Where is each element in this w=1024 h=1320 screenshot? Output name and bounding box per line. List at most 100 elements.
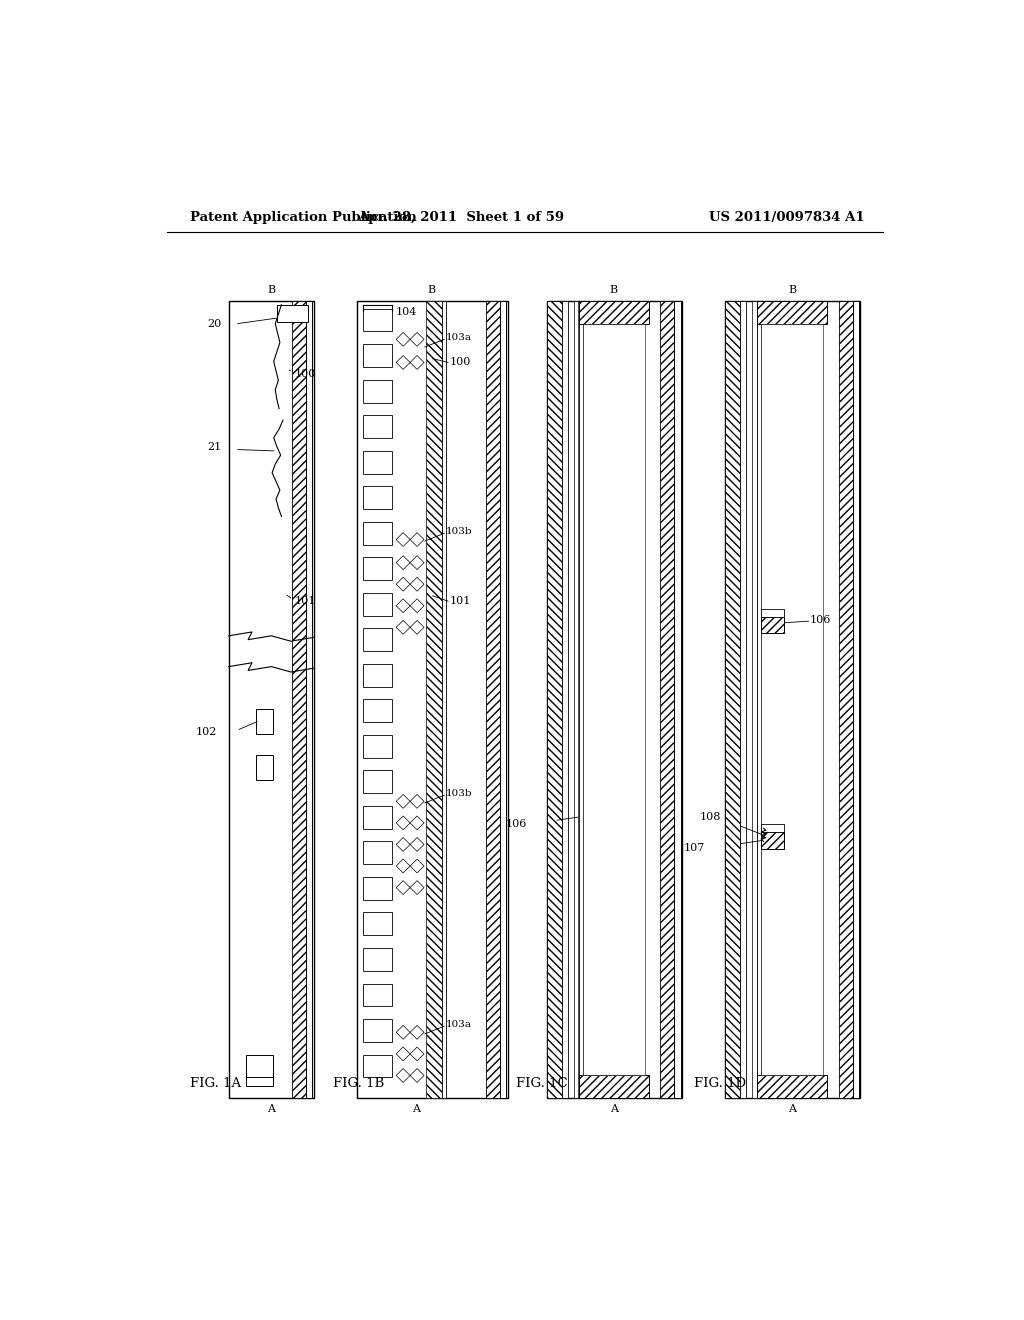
- Text: 100: 100: [450, 358, 471, 367]
- Polygon shape: [410, 1026, 424, 1039]
- Bar: [573, 301, 579, 1098]
- Polygon shape: [396, 1069, 410, 1082]
- Polygon shape: [396, 1026, 410, 1039]
- Bar: [579, 301, 649, 323]
- Text: 102: 102: [196, 727, 217, 737]
- Text: 104: 104: [395, 308, 417, 317]
- Bar: [660, 301, 675, 1098]
- Text: 103b: 103b: [445, 789, 472, 799]
- Bar: [362, 948, 392, 972]
- Polygon shape: [410, 599, 424, 612]
- Bar: [362, 1019, 392, 1041]
- Bar: [362, 912, 392, 936]
- Bar: [579, 1074, 649, 1098]
- Text: A: A: [413, 1104, 420, 1114]
- Bar: [761, 616, 784, 634]
- Text: FIG. 1A: FIG. 1A: [190, 1077, 241, 1090]
- Polygon shape: [410, 1047, 424, 1061]
- Text: 106: 106: [810, 615, 831, 626]
- Polygon shape: [410, 1069, 424, 1082]
- Polygon shape: [410, 333, 424, 346]
- Text: US 2011/0097834 A1: US 2011/0097834 A1: [710, 211, 865, 224]
- Bar: [442, 301, 445, 1098]
- Bar: [362, 664, 392, 686]
- Bar: [246, 1056, 273, 1078]
- Bar: [675, 301, 681, 1098]
- Bar: [362, 309, 392, 331]
- Bar: [362, 345, 392, 367]
- Text: 103a: 103a: [445, 1020, 472, 1030]
- Text: 101: 101: [450, 597, 471, 606]
- Bar: [761, 825, 784, 832]
- Bar: [362, 807, 392, 829]
- Bar: [579, 323, 583, 1074]
- Text: FIG. 1D: FIG. 1D: [693, 1077, 745, 1090]
- Polygon shape: [396, 355, 410, 370]
- Bar: [246, 1077, 273, 1086]
- Bar: [362, 593, 392, 615]
- Bar: [362, 380, 392, 403]
- Polygon shape: [410, 795, 424, 808]
- Polygon shape: [410, 355, 424, 370]
- Text: B: B: [428, 285, 436, 294]
- Text: A: A: [267, 1104, 275, 1114]
- Bar: [562, 301, 568, 1098]
- Text: Apr. 28, 2011  Sheet 1 of 59: Apr. 28, 2011 Sheet 1 of 59: [358, 211, 564, 224]
- Polygon shape: [410, 620, 424, 635]
- Bar: [356, 301, 508, 1098]
- Bar: [256, 755, 273, 780]
- Text: FIG. 1B: FIG. 1B: [334, 1077, 385, 1090]
- Text: A: A: [610, 1104, 617, 1114]
- Polygon shape: [410, 816, 424, 830]
- Bar: [758, 301, 827, 323]
- Bar: [362, 486, 392, 510]
- Bar: [362, 414, 392, 438]
- Bar: [362, 876, 392, 900]
- Bar: [761, 832, 784, 849]
- Bar: [362, 735, 392, 758]
- Polygon shape: [410, 556, 424, 570]
- Bar: [256, 709, 273, 734]
- Bar: [547, 301, 562, 1098]
- Text: 108: 108: [699, 812, 721, 822]
- Bar: [426, 301, 442, 1098]
- Text: 103b: 103b: [445, 528, 472, 536]
- Bar: [500, 301, 506, 1098]
- Text: 100: 100: [295, 370, 316, 379]
- Polygon shape: [396, 1047, 410, 1061]
- Polygon shape: [396, 577, 410, 591]
- Text: B: B: [610, 285, 618, 294]
- Polygon shape: [396, 533, 410, 546]
- Bar: [853, 301, 859, 1098]
- Text: 21: 21: [207, 442, 221, 453]
- Bar: [362, 628, 392, 651]
- Text: 103a: 103a: [445, 334, 472, 342]
- Bar: [725, 301, 860, 1098]
- Bar: [362, 450, 392, 474]
- Bar: [486, 301, 500, 1098]
- Text: 107: 107: [684, 842, 706, 853]
- Polygon shape: [396, 859, 410, 873]
- Text: A: A: [788, 1104, 797, 1114]
- Polygon shape: [396, 333, 410, 346]
- Text: B: B: [788, 285, 797, 294]
- Text: FIG. 1C: FIG. 1C: [515, 1077, 567, 1090]
- Polygon shape: [396, 620, 410, 635]
- Bar: [228, 301, 314, 1098]
- Bar: [547, 301, 682, 1098]
- Bar: [306, 301, 312, 1098]
- Polygon shape: [410, 837, 424, 851]
- Bar: [583, 323, 645, 1074]
- Polygon shape: [410, 533, 424, 546]
- Polygon shape: [396, 816, 410, 830]
- Polygon shape: [410, 859, 424, 873]
- Text: 101: 101: [295, 597, 316, 606]
- Polygon shape: [410, 880, 424, 895]
- Bar: [362, 557, 392, 581]
- Bar: [362, 983, 392, 1006]
- Text: 106: 106: [506, 820, 527, 829]
- Polygon shape: [396, 556, 410, 570]
- Text: 20: 20: [207, 319, 221, 329]
- Bar: [758, 323, 761, 1074]
- Polygon shape: [396, 837, 410, 851]
